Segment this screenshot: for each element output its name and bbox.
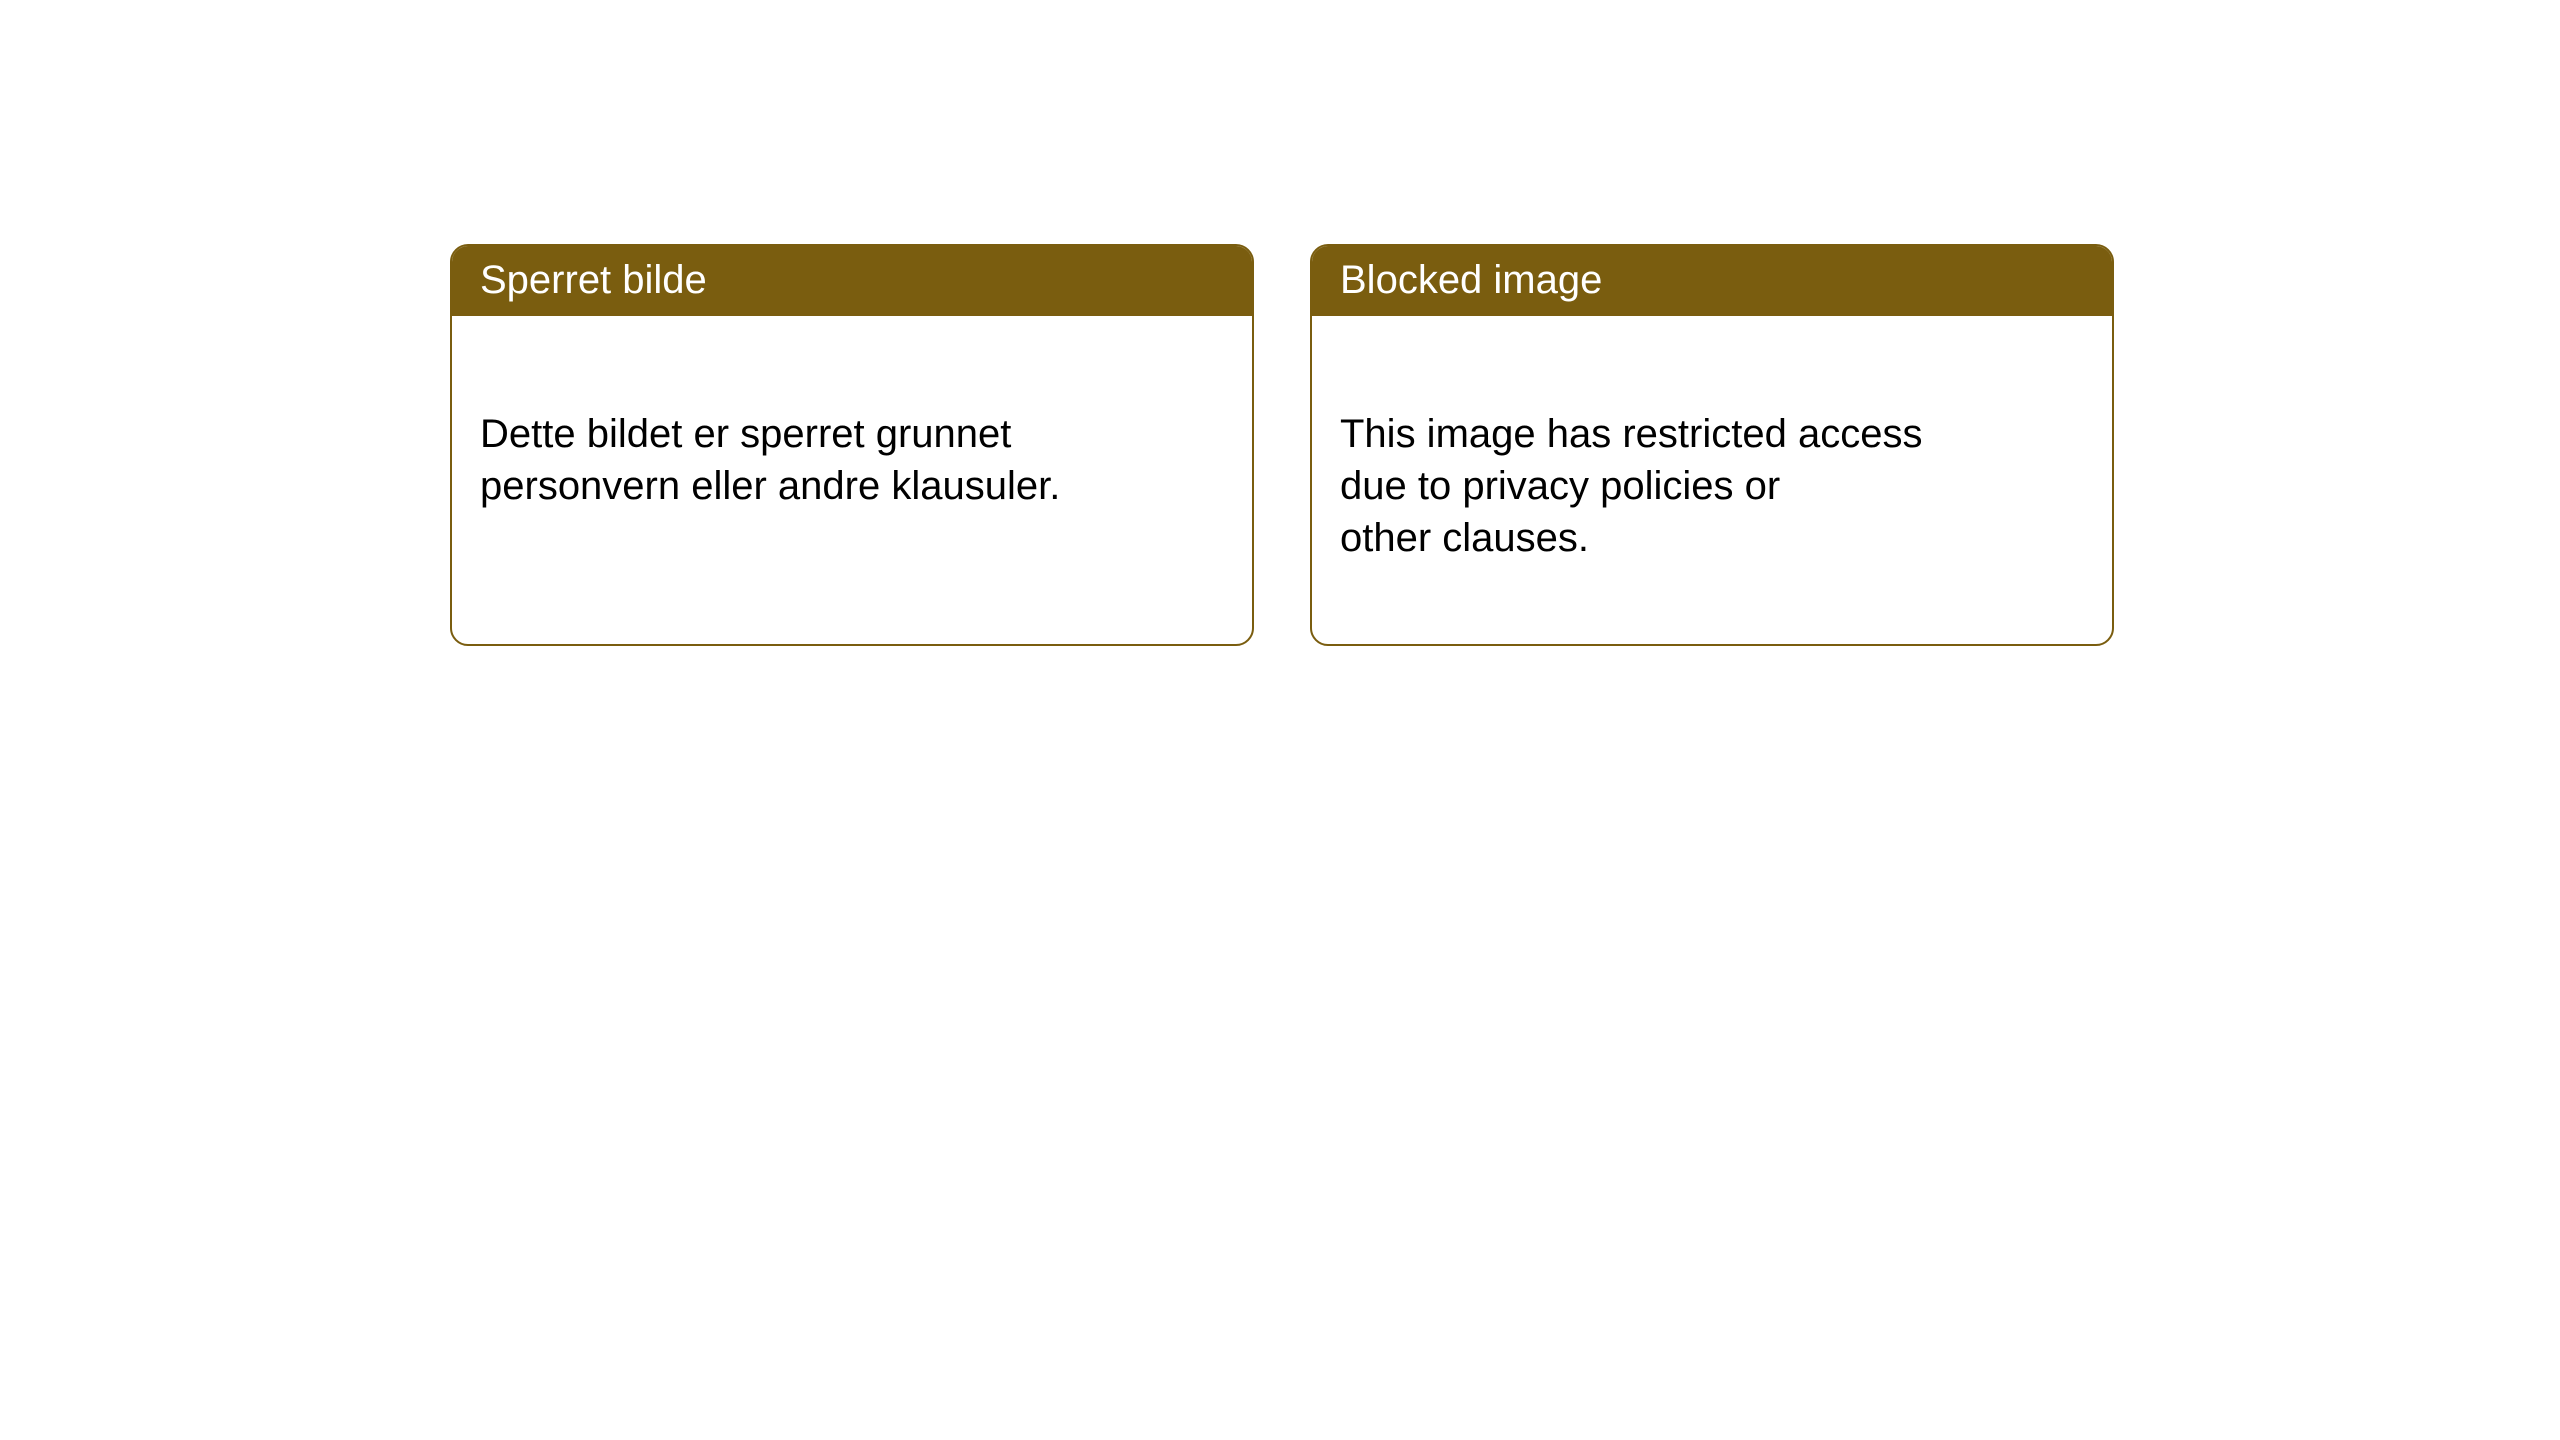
card-message: This image has restricted access due to …	[1340, 412, 1922, 560]
card-header: Sperret bilde	[452, 246, 1252, 316]
card-header: Blocked image	[1312, 246, 2112, 316]
blocked-image-card-no: Sperret bilde Dette bildet er sperret gr…	[450, 244, 1254, 646]
card-title: Sperret bilde	[480, 258, 707, 302]
card-body: Dette bildet er sperret grunnet personve…	[452, 316, 1252, 592]
card-title: Blocked image	[1340, 258, 1602, 302]
blocked-image-notices: Sperret bilde Dette bildet er sperret gr…	[450, 244, 2560, 646]
card-message: Dette bildet er sperret grunnet personve…	[480, 412, 1060, 508]
card-body: This image has restricted access due to …	[1312, 316, 2112, 644]
blocked-image-card-en: Blocked image This image has restricted …	[1310, 244, 2114, 646]
